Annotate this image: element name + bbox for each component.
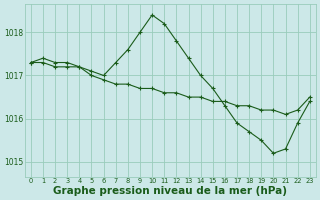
X-axis label: Graphe pression niveau de la mer (hPa): Graphe pression niveau de la mer (hPa): [53, 186, 287, 196]
